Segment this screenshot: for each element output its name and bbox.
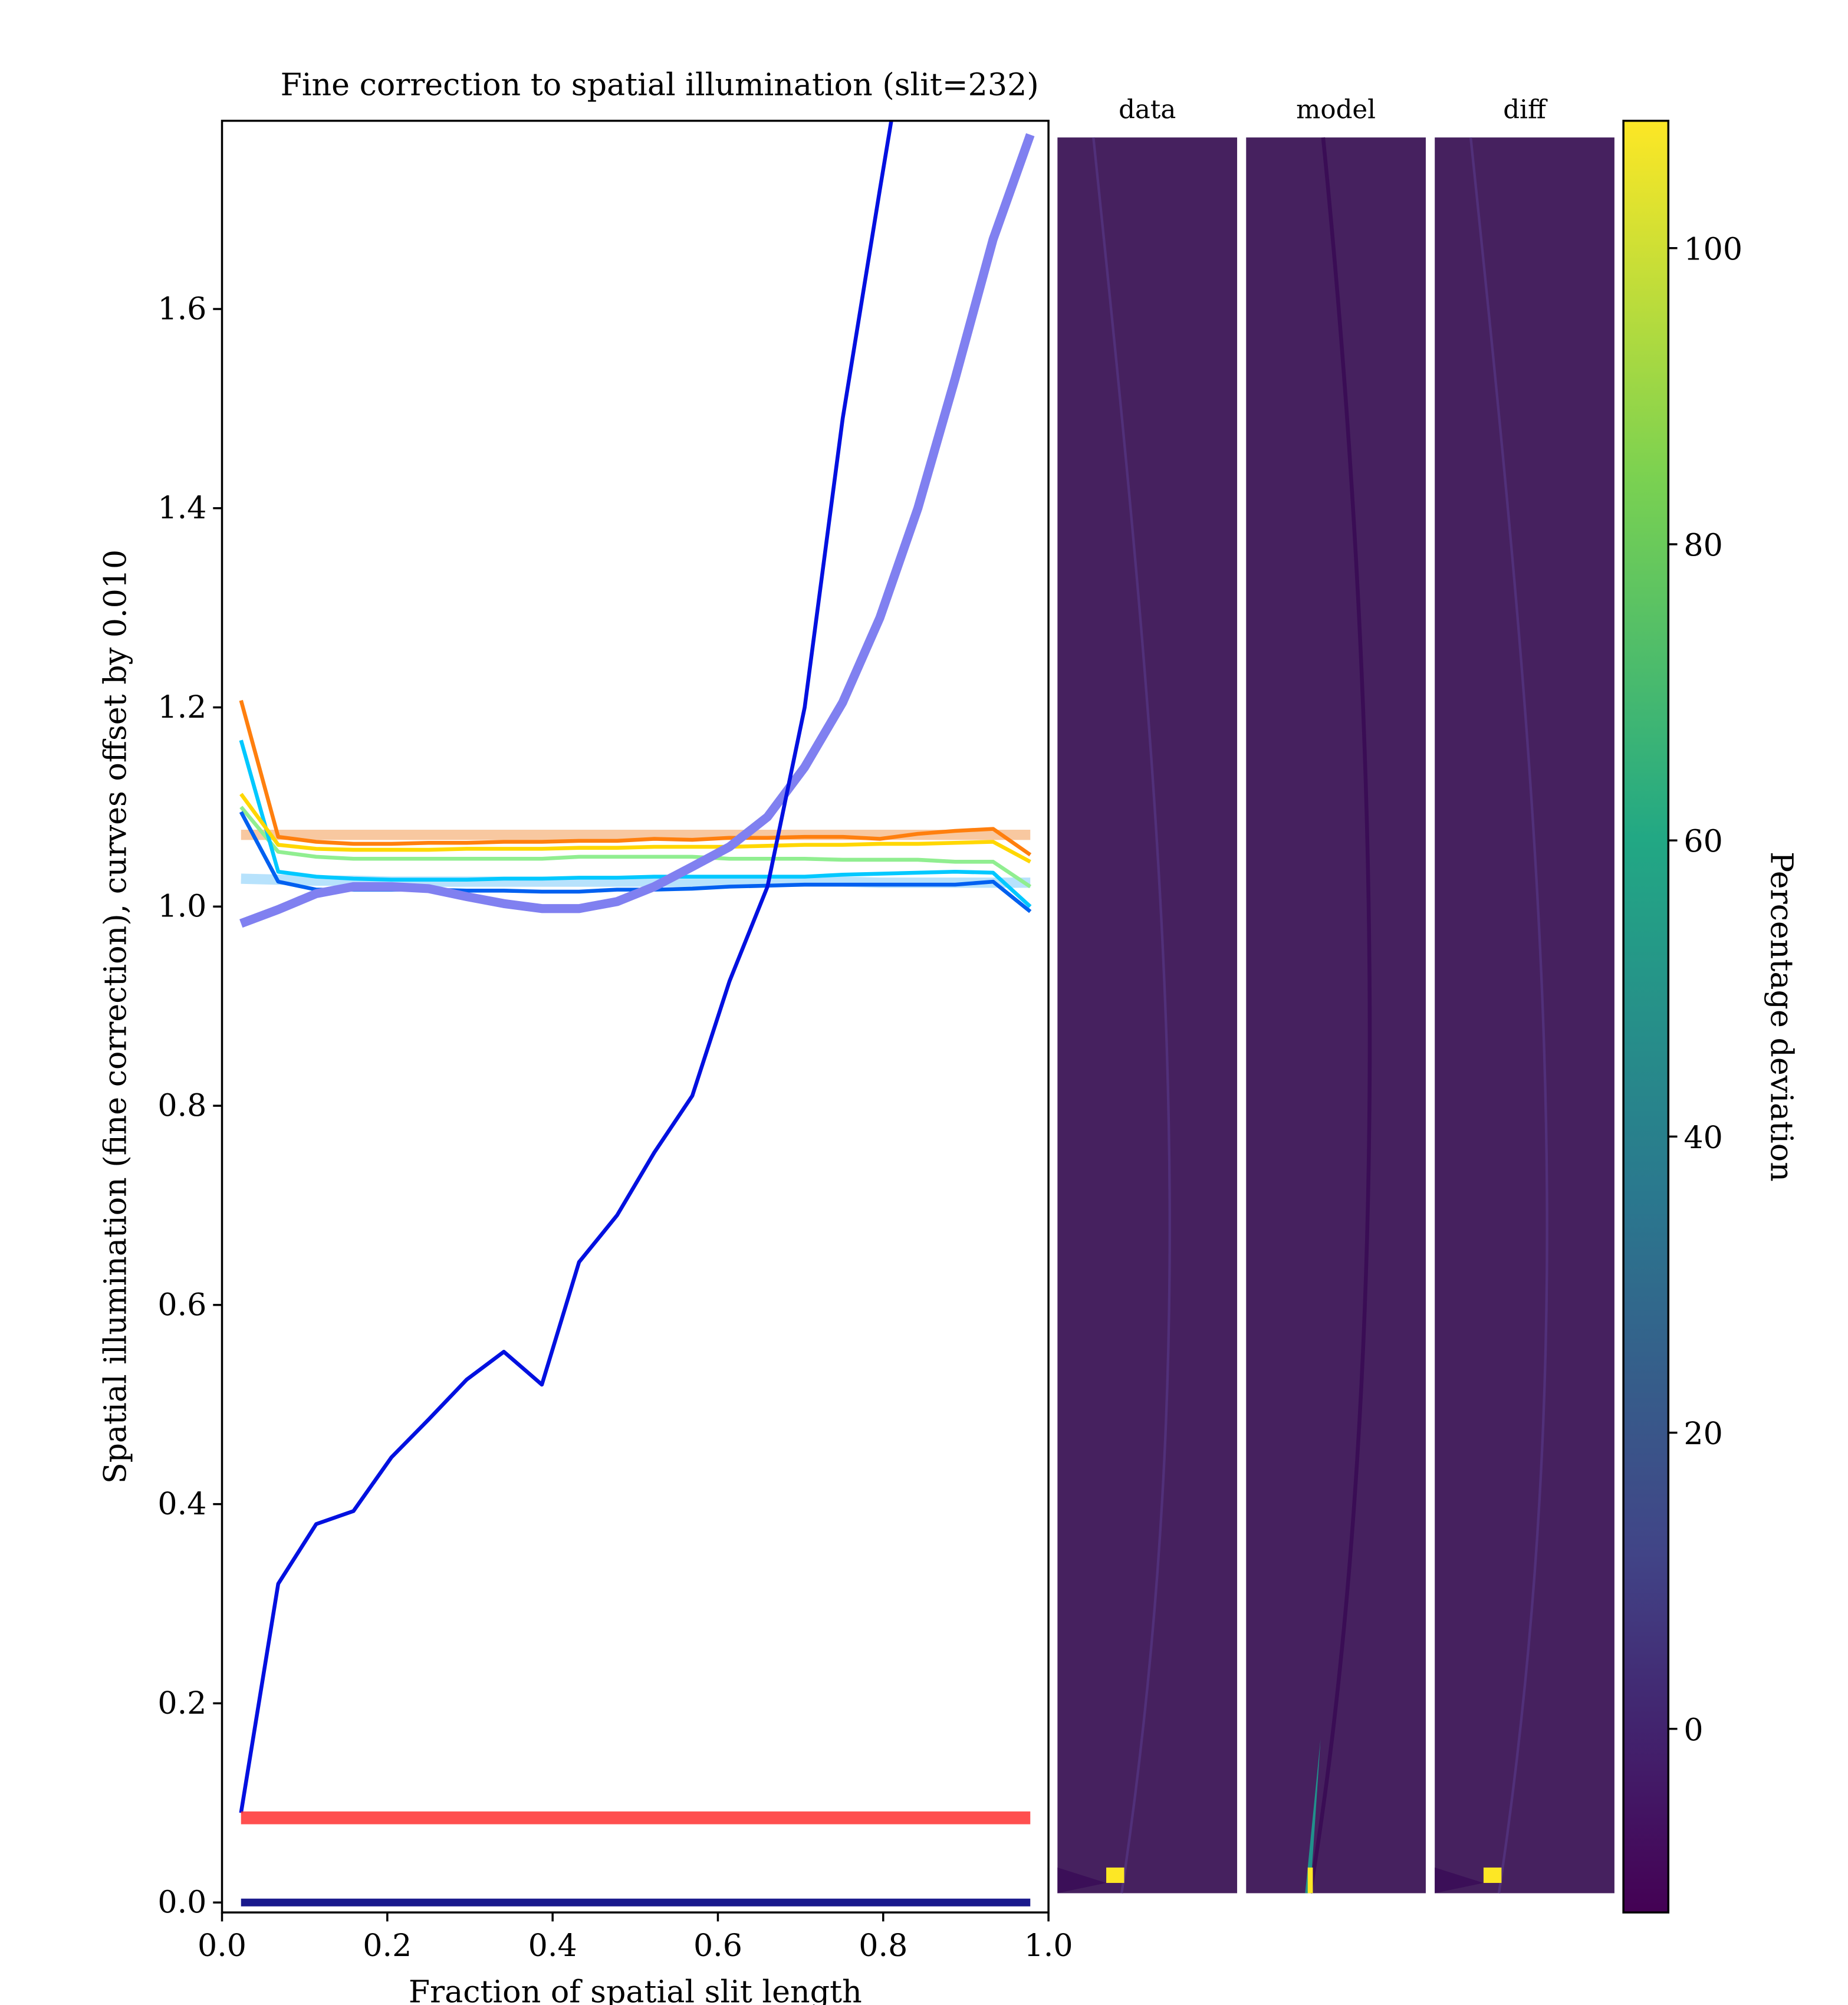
bright-wedge xyxy=(1435,1867,1484,1894)
x-tick-label: 0.2 xyxy=(363,1928,412,1964)
x-tick-label: 0.8 xyxy=(859,1928,907,1964)
model-spot xyxy=(1307,1867,1313,1894)
panel-title: data xyxy=(1119,95,1176,124)
image-panels xyxy=(1057,137,1614,1894)
colorbar-tick-label: 100 xyxy=(1683,232,1742,267)
panel-title: diff xyxy=(1503,95,1548,124)
y-tick-label: 1.2 xyxy=(157,690,206,725)
y-tick-label: 0.8 xyxy=(157,1089,206,1124)
plot-area xyxy=(239,120,1035,1907)
y-tick-label: 1.6 xyxy=(157,291,206,327)
colorbar-label: Percentage deviation xyxy=(1763,852,1798,1182)
x-tick-label: 0.4 xyxy=(528,1928,577,1964)
series-line xyxy=(239,793,1031,864)
colorbar-tick-label: 20 xyxy=(1683,1416,1722,1452)
series-line xyxy=(239,133,1035,928)
image-panel xyxy=(1057,137,1238,1894)
image-panel xyxy=(1246,137,1426,1894)
slit-edge xyxy=(1469,137,1548,1894)
colorbar-tick-label: 0 xyxy=(1683,1713,1703,1748)
x-tick-label: 1.0 xyxy=(1024,1928,1073,1964)
y-tick-label: 1.4 xyxy=(157,491,206,526)
y-tick-label: 0.4 xyxy=(157,1487,206,1522)
y-tick-label: 0.0 xyxy=(157,1885,206,1921)
bright-wedge xyxy=(1057,1867,1107,1894)
y-axis-label: Spatial illumination (fine correction), … xyxy=(98,550,133,1484)
colorbar-tick-label: 40 xyxy=(1683,1120,1722,1156)
model-gradient xyxy=(1308,137,1372,1894)
series-line xyxy=(239,120,893,1813)
x-tick-label: 0.0 xyxy=(198,1928,246,1964)
y-tick-label: 0.2 xyxy=(157,1686,206,1721)
x-tick-label: 0.6 xyxy=(693,1928,742,1964)
saturated-spot xyxy=(1483,1867,1502,1884)
series-line xyxy=(239,699,1032,857)
slit-edge xyxy=(1092,137,1172,1894)
x-axis-label: Fraction of spatial slit length xyxy=(409,1974,862,2005)
y-tick-label: 0.6 xyxy=(157,1287,206,1323)
colorbar-tick-label: 60 xyxy=(1683,824,1722,860)
colorbar-tick-label: 80 xyxy=(1683,528,1722,564)
chart-title: Fine correction to spatial illumination … xyxy=(281,67,1039,103)
colorbar xyxy=(1622,120,1670,1914)
axes-frame xyxy=(221,120,1050,1914)
series-line xyxy=(239,739,1032,908)
image-panel xyxy=(1435,137,1614,1894)
series-line xyxy=(239,806,1032,889)
series-line xyxy=(241,873,1031,888)
panel-title: model xyxy=(1296,95,1376,124)
saturated-spot xyxy=(1106,1867,1124,1884)
y-tick-label: 1.0 xyxy=(157,889,206,925)
